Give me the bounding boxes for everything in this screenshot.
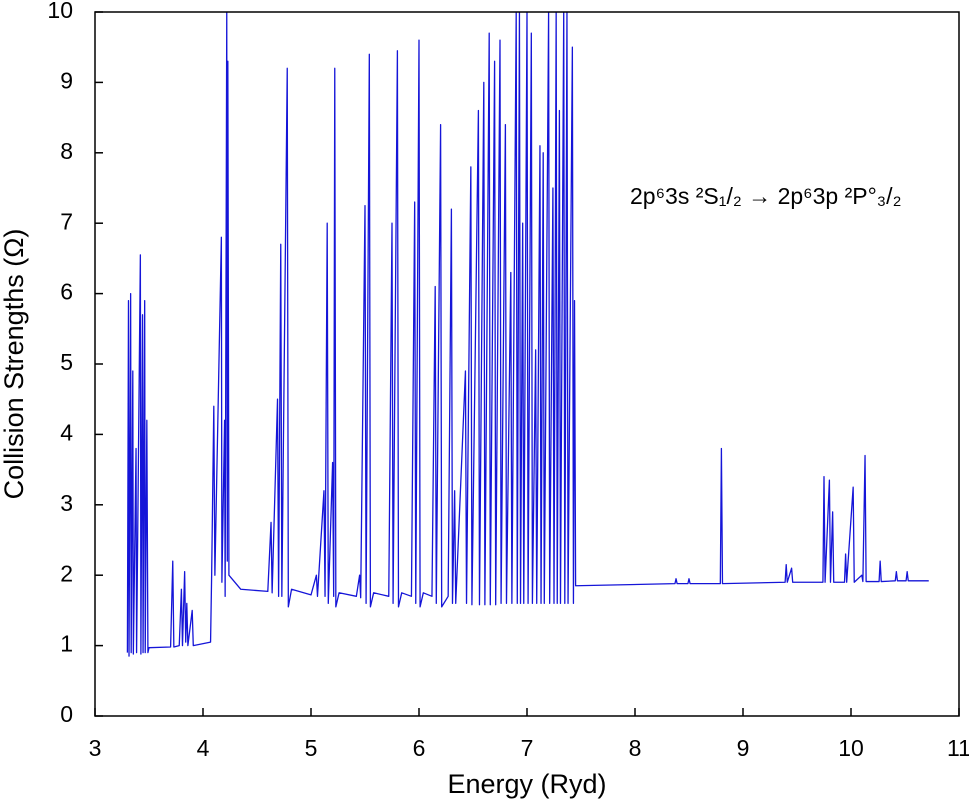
x-tick-label: 10 (838, 735, 864, 761)
data-line (126, 12, 929, 657)
y-tick-label: 3 (60, 490, 73, 516)
x-tick-label: 6 (413, 735, 426, 761)
plot-area (126, 12, 929, 657)
y-tick-label: 2 (60, 560, 73, 586)
y-tick-label: 1 (60, 631, 73, 657)
annotation: 2p⁶3s ²S₁/₂ → 2p⁶3p ²P°₃/₂ (630, 183, 902, 209)
x-tick-label: 7 (521, 735, 534, 761)
x-tick-label: 9 (737, 735, 750, 761)
y-tick-label: 7 (60, 208, 73, 234)
y-tick-label: 4 (60, 419, 73, 445)
x-tick-label: 8 (629, 735, 642, 761)
x-axis-title: Energy (Ryd) (447, 769, 606, 799)
y-tick-label: 6 (60, 279, 73, 305)
y-axis-title: Collision Strengths (Ω) (0, 229, 29, 500)
x-tick-label: 11 (947, 735, 969, 761)
y-tick-label: 10 (47, 0, 73, 23)
x-tick-label: 4 (197, 735, 210, 761)
y-tick-label: 5 (60, 349, 73, 375)
y-tick-label: 9 (60, 67, 73, 93)
x-tick-label: 5 (305, 735, 318, 761)
y-tick-label: 8 (60, 138, 73, 164)
x-tick-label: 3 (89, 735, 102, 761)
y-tick-label: 0 (60, 701, 73, 727)
